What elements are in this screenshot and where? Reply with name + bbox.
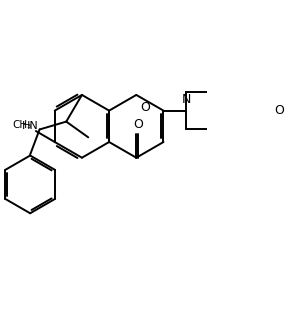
Text: N: N <box>181 93 191 106</box>
Text: O: O <box>140 101 150 114</box>
Text: CH₃: CH₃ <box>12 120 32 130</box>
Text: O: O <box>274 104 284 117</box>
Text: O: O <box>133 118 143 131</box>
Text: HN: HN <box>21 121 38 131</box>
